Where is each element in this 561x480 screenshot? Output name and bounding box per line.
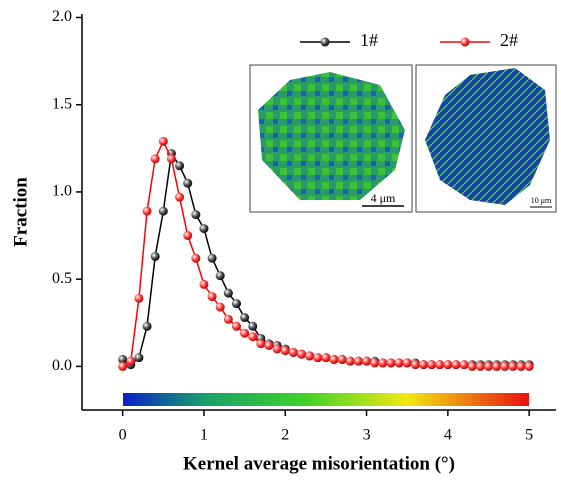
data-point	[280, 346, 290, 356]
legend-marker	[320, 37, 330, 47]
data-point	[402, 358, 412, 368]
data-point	[223, 314, 233, 324]
data-point	[305, 351, 315, 361]
data-point	[240, 328, 250, 338]
data-point	[443, 360, 453, 370]
data-point	[451, 360, 461, 370]
data-point	[215, 271, 225, 281]
data-point	[264, 340, 274, 350]
x-tick-label: 3	[363, 427, 371, 444]
x-tick-label: 4	[444, 427, 452, 444]
y-tick-label: 1.0	[52, 183, 72, 200]
x-tick-label: 2	[281, 427, 289, 444]
data-point	[126, 356, 136, 366]
data-point	[150, 251, 160, 261]
data-point	[362, 356, 372, 366]
data-point	[118, 354, 128, 364]
data-point	[231, 299, 241, 309]
color-bar	[123, 393, 529, 406]
inset-2: 10 μm	[415, 64, 557, 213]
data-point	[118, 361, 128, 371]
data-point	[134, 293, 144, 303]
inset-1: 4 μm	[249, 64, 413, 213]
data-point	[484, 361, 494, 371]
data-point	[394, 358, 404, 368]
data-point	[150, 154, 160, 164]
scale-bar-label: 4 μm	[371, 191, 396, 205]
data-point	[215, 302, 225, 312]
data-point	[386, 358, 396, 368]
legend-label: 2#	[500, 30, 518, 50]
data-point	[223, 288, 233, 298]
data-point	[524, 361, 534, 371]
data-point	[207, 292, 217, 302]
data-point	[500, 361, 510, 371]
data-point	[256, 339, 266, 349]
data-point	[459, 360, 469, 370]
data-point	[313, 353, 323, 363]
data-point	[175, 192, 185, 202]
data-point	[231, 321, 241, 331]
data-point	[516, 361, 526, 371]
data-point	[248, 321, 258, 331]
data-point	[175, 161, 185, 171]
data-point	[297, 349, 307, 359]
data-point	[329, 354, 339, 364]
data-point	[427, 360, 437, 370]
data-point	[183, 231, 193, 241]
data-point	[378, 358, 388, 368]
data-point	[142, 206, 152, 216]
x-axis-label: Kernel average misorientation (°)	[183, 453, 455, 474]
data-point	[191, 253, 201, 263]
y-tick-label: 0.5	[52, 270, 72, 287]
data-point	[158, 206, 168, 216]
y-tick-label: 2.0	[52, 8, 72, 25]
data-point	[321, 353, 331, 363]
data-point	[508, 361, 518, 371]
data-point	[467, 361, 477, 371]
data-point	[345, 356, 355, 366]
y-axis-label: Fraction	[10, 177, 31, 247]
data-point	[183, 178, 193, 188]
data-point	[353, 356, 363, 366]
x-tick-label: 5	[525, 427, 533, 444]
scale-bar-label: 10 μm	[531, 196, 552, 205]
data-point	[199, 224, 209, 234]
data-point	[418, 360, 428, 370]
x-tick-label: 1	[200, 427, 208, 444]
data-point	[166, 154, 176, 164]
data-point	[134, 353, 144, 363]
data-point	[288, 347, 298, 357]
y-tick-label: 1.5	[52, 95, 72, 112]
data-point	[248, 332, 258, 342]
y-tick-label: 0.0	[52, 357, 72, 374]
legend-label: 1#	[360, 30, 378, 50]
data-point	[240, 313, 250, 323]
data-point	[435, 360, 445, 370]
data-point	[191, 210, 201, 220]
data-point	[410, 360, 420, 370]
data-point	[207, 253, 217, 263]
data-point	[272, 344, 282, 354]
data-point	[492, 361, 502, 371]
data-point	[142, 321, 152, 331]
data-point	[158, 136, 168, 146]
data-point	[475, 361, 485, 371]
legend-marker	[460, 37, 470, 47]
x-tick-label: 0	[119, 427, 127, 444]
data-point	[337, 354, 347, 364]
data-point	[370, 358, 380, 368]
data-point	[199, 279, 209, 289]
